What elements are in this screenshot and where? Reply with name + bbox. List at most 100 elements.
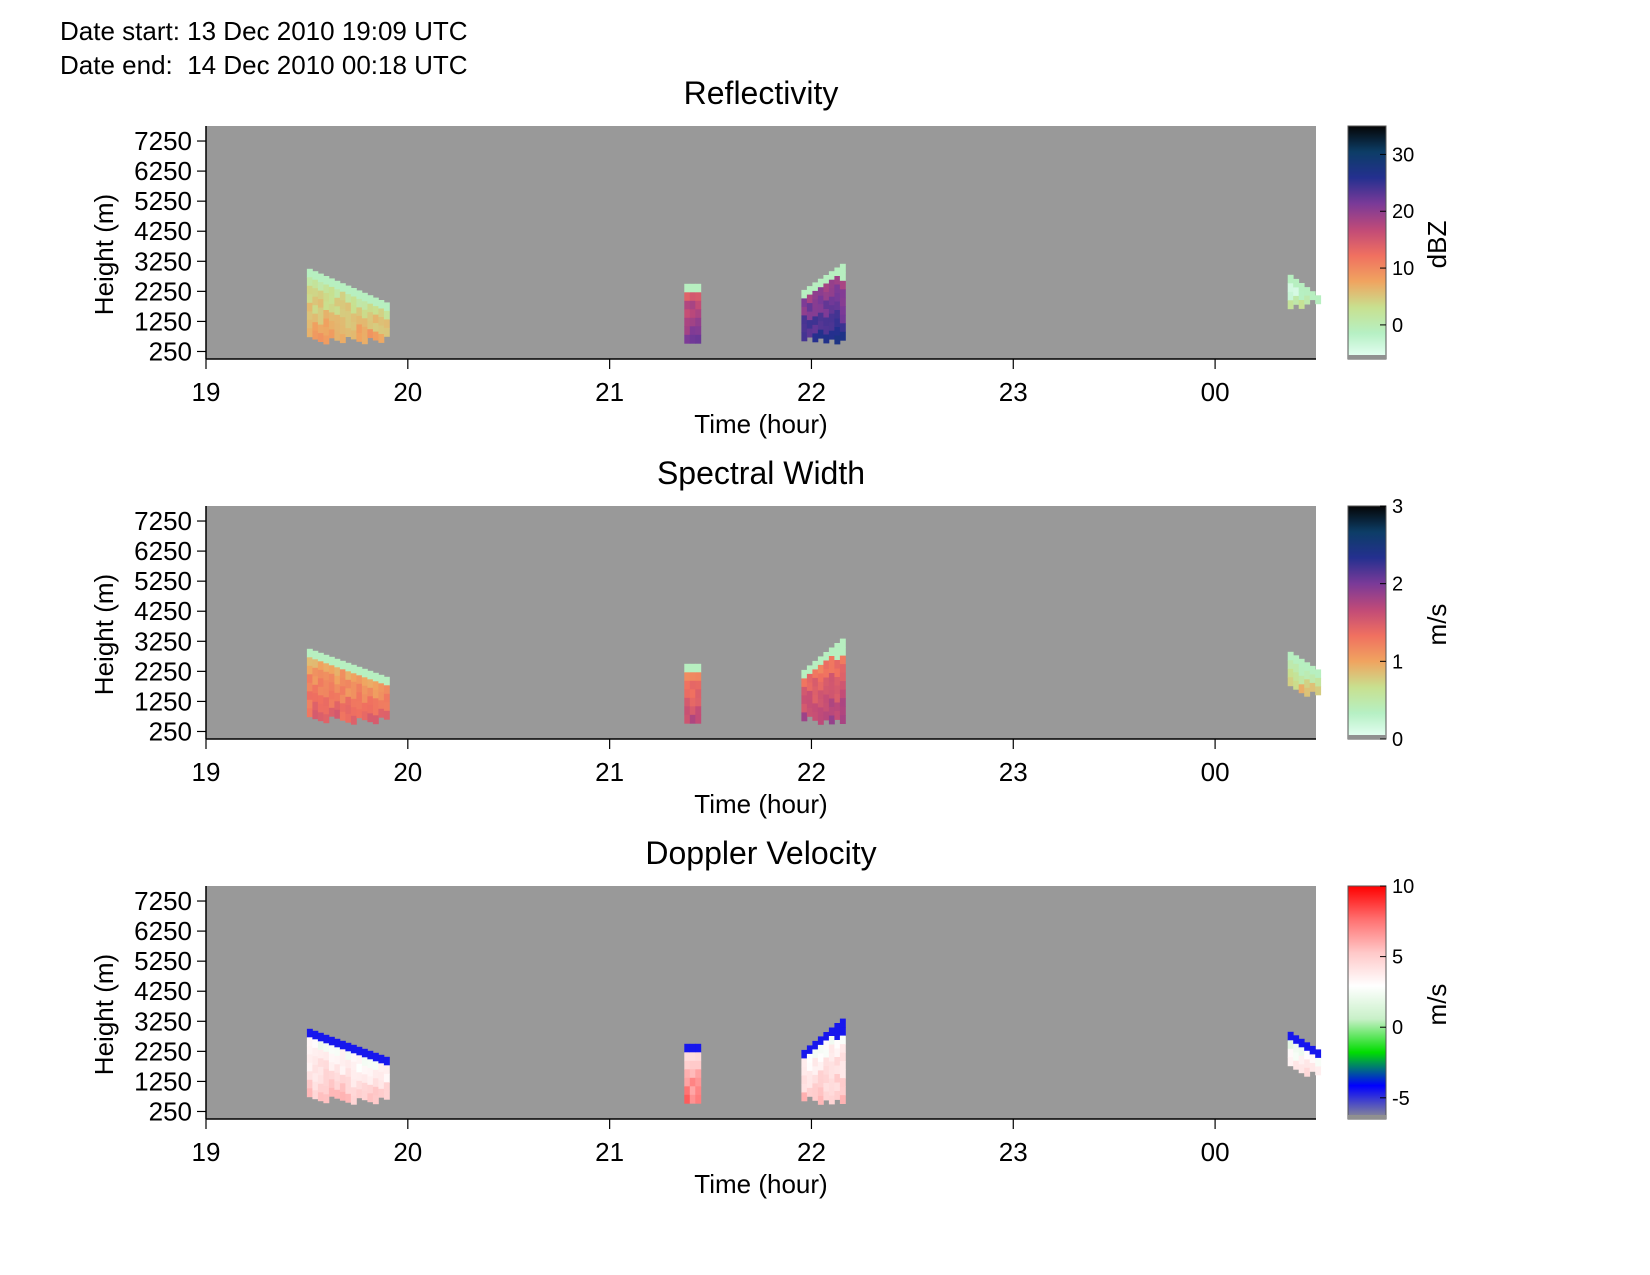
data-cell [317,686,324,696]
plot-area [206,126,1316,359]
data-cell [334,323,341,333]
data-cell [823,686,830,695]
y-tick-label: 6250 [134,156,192,186]
data-cell [383,310,390,320]
data-cell [317,1032,324,1042]
data-cell [839,297,846,307]
data-cell [839,689,846,699]
data-cell [834,702,841,712]
data-cell [361,292,368,302]
data-cell [323,310,330,319]
data-cell [839,672,846,682]
data-cell [1293,278,1300,288]
x-tick-label: 20 [393,1137,422,1167]
data-cell [806,328,813,338]
data-cell [695,697,702,707]
data-cell [839,706,846,716]
data-cell [372,1061,379,1071]
data-cell [806,699,813,709]
data-cell [828,681,835,691]
data-cell [1315,677,1322,687]
plot-area [206,886,1316,1119]
data-cell [1293,1052,1300,1062]
data-cell [834,660,841,669]
data-cell [339,686,346,696]
colorbar-tick-label: 0 [1392,1017,1403,1039]
data-cell [823,334,830,344]
data-cell [834,677,841,686]
data-cell [1298,1064,1305,1074]
data-cell [828,1070,835,1079]
data-cell [823,1074,830,1084]
data-cell [345,1042,352,1052]
data-cell [372,698,379,708]
x-axis-label: Time (hour) [694,1169,827,1199]
data-cell [684,292,691,302]
data-cell [689,1043,696,1053]
data-cell [312,1090,319,1100]
data-cell [695,1077,702,1087]
y-tick-label: 4250 [134,216,192,246]
data-cell [356,700,363,710]
data-cell [383,1090,390,1100]
data-cell [356,692,363,702]
colorbar-missing-swatch [1348,355,1386,359]
data-cell [695,1086,702,1096]
data-cell [367,329,374,339]
data-cell [812,282,819,292]
y-tick-label: 2250 [134,276,192,306]
data-cell [817,278,824,288]
y-tick-label: 1250 [134,686,192,716]
data-cell [812,316,819,326]
data-cell [839,280,846,290]
data-cell [317,703,324,713]
data-cell [383,1065,390,1075]
data-cell [1315,669,1322,679]
data-cell [328,1062,335,1072]
x-tick-label: 22 [797,757,826,787]
data-cell [378,317,385,326]
data-cell [828,647,835,657]
data-cell [383,1056,390,1066]
data-cell [345,713,352,723]
data-cell [839,289,846,299]
data-cell [684,672,691,682]
data-cell [839,647,846,656]
data-cell [350,707,357,717]
y-tick-label: 2250 [134,1036,192,1066]
data-cell [345,1093,352,1103]
data-cell [306,1062,313,1072]
data-cell [695,309,702,319]
data-cell [306,277,313,287]
data-cell [328,312,335,322]
data-cell [328,1070,335,1080]
data-cell [806,294,813,304]
data-cell [383,302,390,312]
data-cell [823,1083,830,1092]
data-cell [1293,680,1300,690]
data-cell [312,1047,319,1057]
data-cell [689,1077,696,1087]
data-cell [306,1071,313,1081]
data-cell [1287,300,1294,310]
data-cell [372,1052,379,1062]
data-cell [317,1049,324,1059]
data-cell [372,1095,379,1105]
data-cell [306,708,313,718]
data-cell [339,1057,346,1067]
x-tick-label: 00 [1201,757,1230,787]
data-cell [695,714,702,724]
colorbar-tick-label: 30 [1392,144,1414,166]
data-cell [1315,1057,1322,1067]
data-cell [684,309,691,319]
data-cell [812,669,819,679]
data-cell [306,1037,313,1047]
data-cell [306,1045,313,1055]
data-cell [684,300,691,310]
data-cell [695,326,702,336]
data-cell [361,668,368,678]
colorbar-tick-label: 0 [1392,315,1403,337]
data-cell [328,320,335,330]
data-cell [834,1023,841,1032]
data-cell [689,689,696,699]
